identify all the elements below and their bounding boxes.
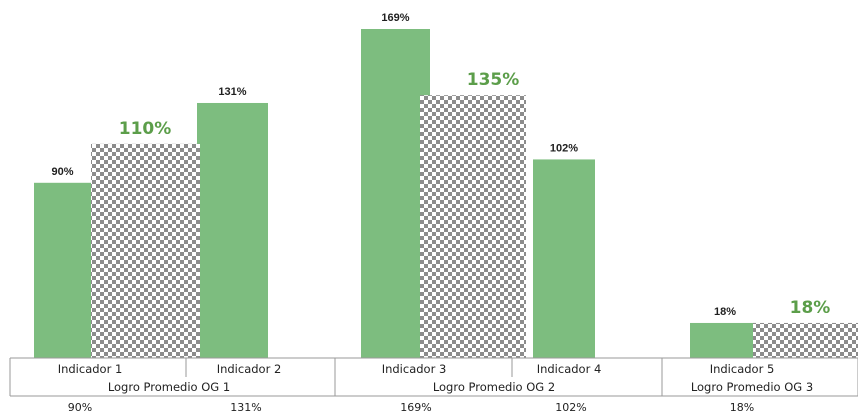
average-label-og-1: 110%: [119, 119, 172, 139]
table-value-1: 90%: [68, 401, 92, 414]
average-label-og-3: 18%: [790, 298, 831, 318]
indicator-label-3: Indicador 3: [382, 362, 447, 376]
group-label-og-1: Logro Promedio OG 1: [108, 380, 230, 394]
bar-indicador-4: [533, 159, 595, 358]
indicator-label-5: Indicador 5: [710, 362, 775, 376]
bar-indicador-1: [34, 182, 91, 358]
bar-value-label-4: 102%: [550, 142, 578, 154]
average-bar-og-2: [420, 95, 526, 359]
table-value-2: 131%: [230, 401, 261, 414]
indicator-label-2: Indicador 2: [217, 362, 282, 376]
bar-value-label-3: 169%: [381, 12, 409, 24]
bar-value-label-1: 90%: [51, 166, 73, 178]
bar-value-label-5: 18%: [714, 306, 736, 318]
group-label-og-2: Logro Promedio OG 2: [433, 380, 555, 394]
table-value-5: 18%: [730, 401, 754, 414]
bars-layer: [34, 29, 858, 359]
bar-indicador-3: [361, 29, 430, 358]
labels-layer: 90% 131% 169% 102% 18% 110% 135% 18%: [51, 12, 830, 318]
indicator-label-4: Indicador 4: [537, 362, 602, 376]
average-bar-og-3: [753, 322, 858, 358]
average-label-og-2: 135%: [467, 70, 520, 90]
table-value-4: 102%: [555, 401, 586, 414]
average-bar-og-1: [91, 143, 200, 358]
bar-indicador-2: [197, 102, 268, 358]
bar-value-label-2: 131%: [218, 86, 246, 98]
axis-table-layer: Indicador 1 Indicador 2 Indicador 3 Indicad…: [9, 357, 858, 414]
bar-indicador-5: [690, 322, 760, 358]
indicator-label-1: Indicador 1: [58, 362, 123, 376]
table-value-3: 169%: [400, 401, 431, 414]
group-label-og-3: Logro Promedio OG 3: [691, 380, 813, 394]
